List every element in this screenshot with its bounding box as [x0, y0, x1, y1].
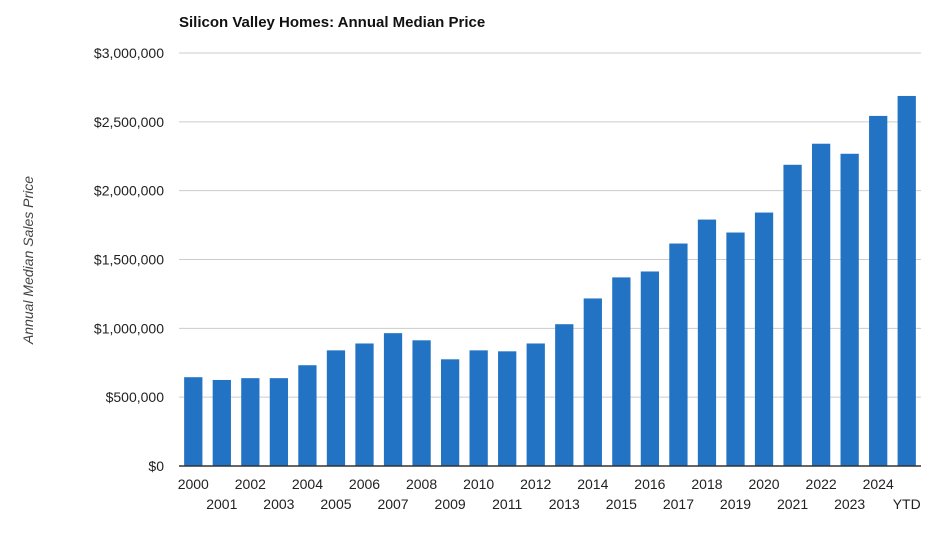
- bar-2011: [498, 351, 517, 466]
- bar-2008: [412, 340, 431, 466]
- x-tick-label: 2011: [492, 496, 522, 512]
- x-tick-label: 2014: [577, 476, 608, 492]
- bar-2024: [869, 115, 888, 466]
- bar-2010: [469, 350, 488, 466]
- x-tick-label: YTD: [893, 496, 921, 512]
- y-tick-label: $2,500,000: [94, 114, 164, 130]
- x-tick-label: 2020: [748, 476, 779, 492]
- gridlines: [179, 52, 921, 398]
- chart-title: Silicon Valley Homes: Annual Median Pric…: [179, 14, 485, 31]
- bar-2021: [783, 164, 802, 466]
- bar-2016: [640, 271, 660, 466]
- x-tick-label: 2013: [549, 496, 580, 512]
- bar-2006: [355, 343, 374, 466]
- x-tick-label: 2023: [834, 496, 865, 512]
- x-tick-label: 2008: [406, 476, 437, 492]
- x-tick-label: 2010: [463, 476, 494, 492]
- x-tick-label: 2006: [349, 476, 380, 492]
- bar-2019: [726, 232, 745, 466]
- bar-2015: [612, 277, 631, 466]
- bar-2007: [383, 333, 403, 466]
- x-tick-label: 2024: [863, 476, 894, 492]
- bar-2002: [241, 378, 260, 466]
- bar-2013: [555, 324, 574, 466]
- y-tick-label: $500,000: [106, 389, 165, 405]
- bar-YTD: [897, 95, 916, 467]
- bar-2000: [184, 377, 203, 466]
- bar-2014: [583, 298, 602, 466]
- x-tick-label: 2016: [634, 476, 665, 492]
- y-tick-label: $1,000,000: [94, 320, 164, 336]
- x-tick-label: 2005: [320, 496, 351, 512]
- bar-2001: [212, 379, 231, 466]
- x-tick-label: 2017: [663, 496, 694, 512]
- x-tick-label: 2015: [606, 496, 637, 512]
- x-tick-label: 2019: [720, 496, 751, 512]
- bar-2003: [269, 378, 289, 466]
- x-tick-label: 2007: [377, 496, 408, 512]
- x-axis-ticks: 2000 2001 2002 2003 2004 2005 2006 2007 2008 2009…: [178, 476, 921, 512]
- y-axis-ticks: $0 $500,000 $1,000,000 $1,500,000 $2,000,000…: [94, 45, 164, 474]
- bars: [184, 95, 916, 467]
- bar-2022: [811, 143, 831, 466]
- bar-2018: [697, 219, 717, 466]
- bar-2020: [754, 212, 774, 466]
- bar-2012: [526, 343, 545, 466]
- x-tick-label: 2018: [691, 476, 722, 492]
- x-tick-label: 2009: [435, 496, 466, 512]
- x-tick-label: 2002: [235, 476, 266, 492]
- x-tick-label: 2022: [806, 476, 837, 492]
- bar-2004: [298, 365, 317, 466]
- x-tick-label: 2000: [178, 476, 209, 492]
- bar-2009: [440, 359, 460, 466]
- y-tick-label: $1,500,000: [94, 252, 164, 268]
- bar-2023: [840, 153, 859, 466]
- x-tick-label: 2012: [520, 476, 551, 492]
- bar-2017: [669, 243, 688, 466]
- x-tick-label: 2021: [777, 496, 808, 512]
- y-tick-label: $2,000,000: [94, 183, 164, 199]
- y-axis-label: Annual Median Sales Price: [20, 176, 36, 345]
- y-tick-label: $3,000,000: [94, 45, 164, 61]
- x-tick-label: 2003: [263, 496, 294, 512]
- x-tick-label: 2001: [206, 496, 237, 512]
- bar-2005: [326, 350, 346, 466]
- y-tick-label: $0: [148, 458, 164, 474]
- x-tick-label: 2004: [292, 476, 323, 492]
